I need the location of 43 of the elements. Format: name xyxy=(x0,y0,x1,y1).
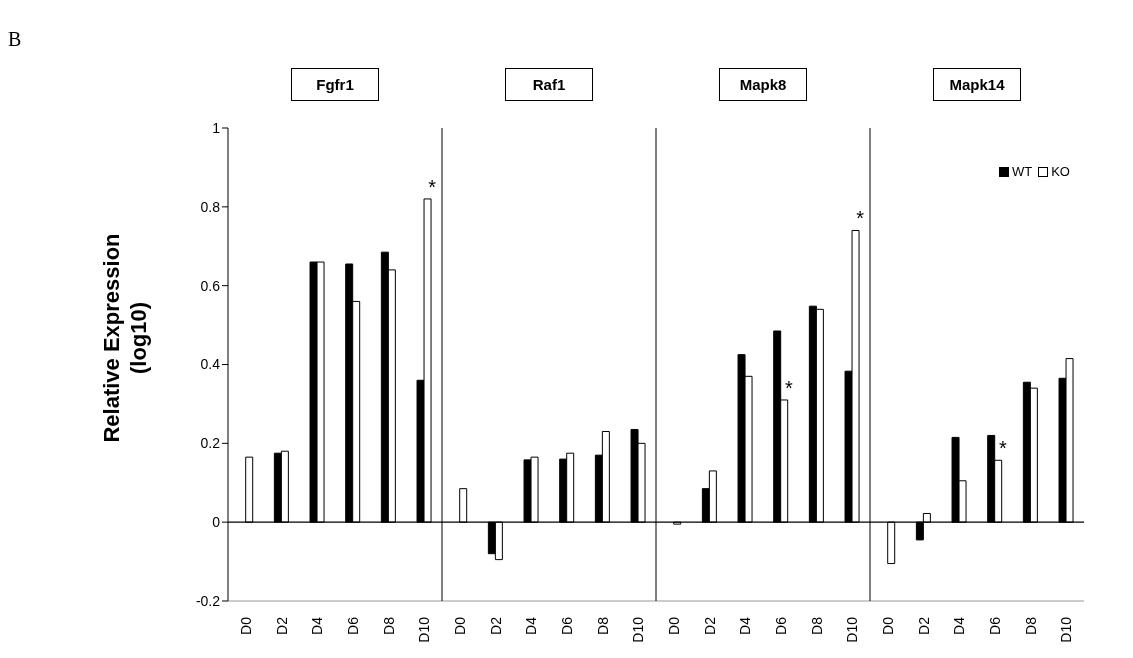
x-tick-label: D10 xyxy=(844,616,861,643)
annotation: * xyxy=(998,437,1007,460)
x-tick-label: D0 xyxy=(665,616,682,635)
chart-title: Mapk8 xyxy=(719,68,807,101)
y-axis-title: Relative Expression (log10) xyxy=(98,232,152,445)
x-tick-label: D6 xyxy=(344,616,361,635)
y-tick-label: 0.8 xyxy=(200,198,221,215)
y-tick-label: 0.4 xyxy=(200,356,221,373)
x-tick-label: D0 xyxy=(451,616,468,635)
x-tick-label: D8 xyxy=(808,616,825,635)
chart-title: Mapk14 xyxy=(933,68,1021,101)
x-tick-label: D2 xyxy=(273,616,290,635)
chart-title: Raf1 xyxy=(505,68,593,101)
x-tick-label: D8 xyxy=(594,616,611,635)
x-tick-label: D8 xyxy=(380,616,397,635)
x-tick-label: D10 xyxy=(416,616,433,643)
x-tick-label: D4 xyxy=(951,616,968,635)
x-tick-label: D2 xyxy=(701,616,718,635)
x-tick-label: D4 xyxy=(737,616,754,635)
y-tick-label: 0.2 xyxy=(200,435,221,452)
x-tick-label: D6 xyxy=(772,616,789,635)
y-tick-label: 1 xyxy=(212,119,221,136)
x-tick-label: D2 xyxy=(487,616,504,635)
x-tick-label: D2 xyxy=(915,616,932,635)
annotation: * xyxy=(784,376,793,399)
y-tick-label: 0 xyxy=(212,514,221,531)
x-tick-label: D10 xyxy=(630,616,647,643)
text: B xyxy=(8,28,22,51)
x-tick-label: D6 xyxy=(986,616,1003,635)
x-tick-label: D8 xyxy=(1022,616,1039,635)
legend-label: WT xyxy=(1011,164,1033,179)
y-tick-label: -0.2 xyxy=(195,592,221,609)
annotation: * xyxy=(856,207,865,230)
chart-title: Fgfr1 xyxy=(291,68,379,101)
x-tick-label: D4 xyxy=(309,616,326,635)
legend-label: KO xyxy=(1051,164,1070,179)
x-tick-label: D0 xyxy=(879,616,896,635)
y-tick-label: 0.6 xyxy=(200,277,221,294)
x-tick-label: D0 xyxy=(237,616,254,635)
x-tick-label: D6 xyxy=(558,616,575,635)
x-tick-label: D10 xyxy=(1058,616,1075,643)
annotation: * xyxy=(428,175,437,198)
x-tick-label: D4 xyxy=(523,616,540,635)
